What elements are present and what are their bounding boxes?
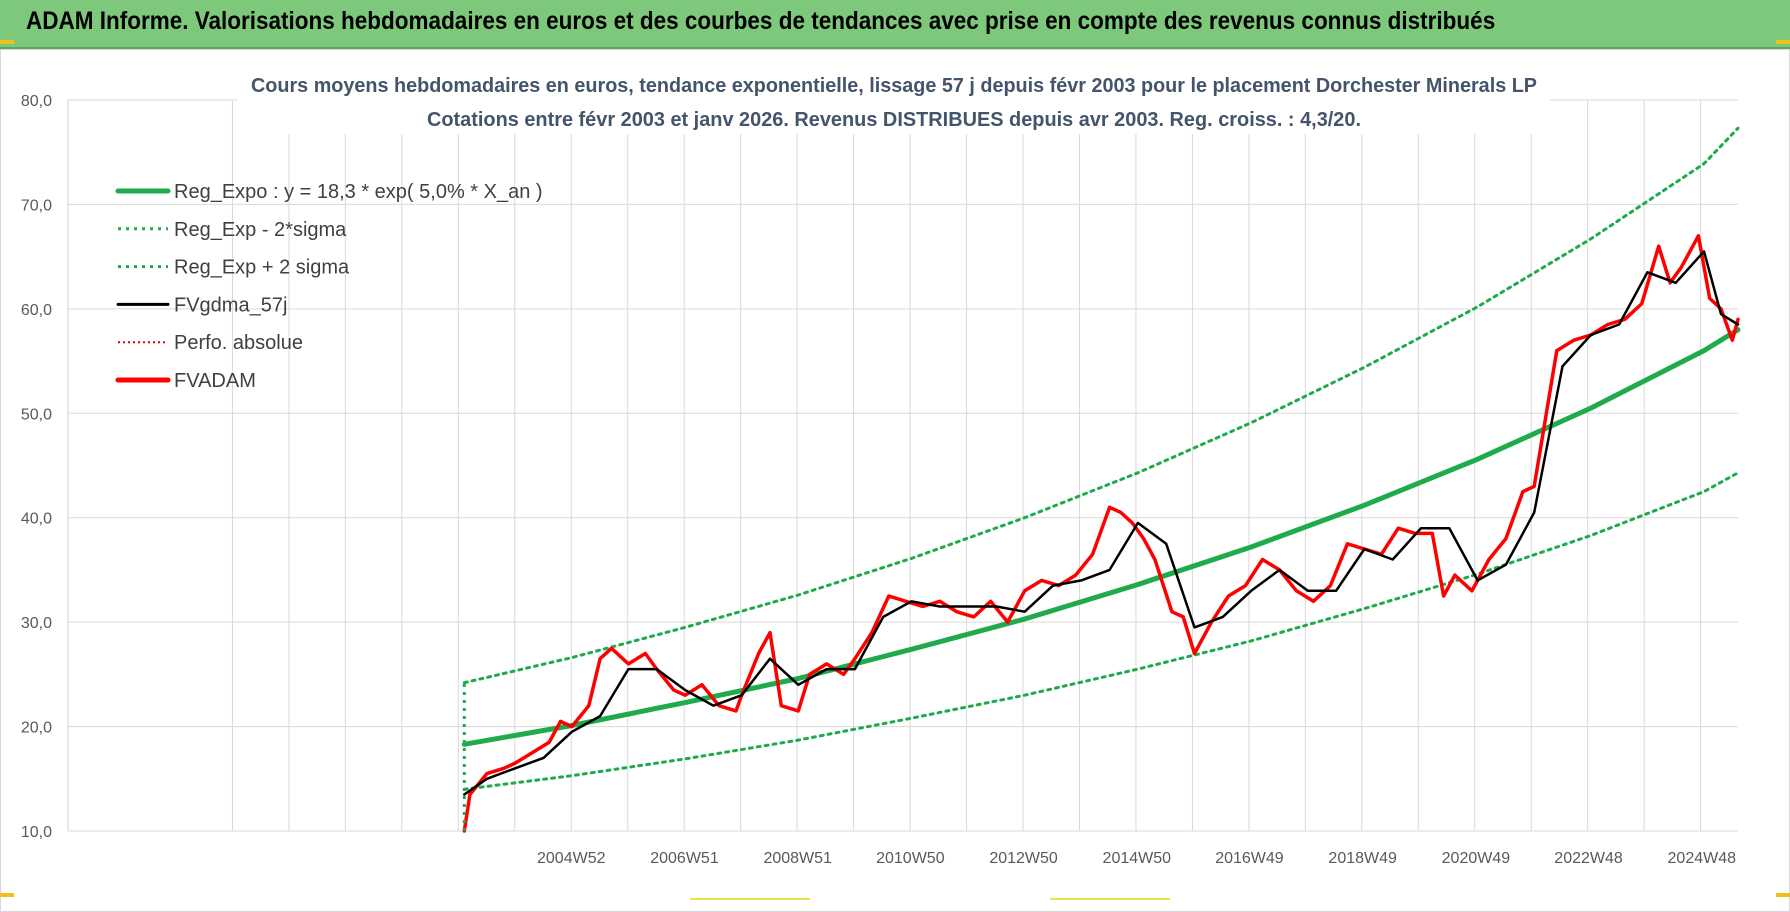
y-tick-label: 30,0 [21, 615, 52, 632]
series-line-2 [462, 126, 1740, 685]
y-tick-label: 40,0 [21, 511, 52, 528]
chart-subtitle: Cotations entre févr 2003 et janv 2026. … [427, 109, 1361, 131]
x-tick-label: 2008W51 [763, 850, 832, 867]
axis-layer: 10,0 20,0 30,0 40,0 50,0 60,0 70,0 80,0 2004W52 2… [21, 93, 1736, 867]
x-tick-label: 2014W50 [1103, 850, 1172, 867]
x-tick-label: 2022W48 [1554, 850, 1623, 867]
legend-label: Reg_Exp - 2*sigma [174, 219, 347, 241]
x-tick-label: 2016W49 [1215, 850, 1284, 867]
x-tick-label: 2012W50 [989, 850, 1058, 867]
bottom-mark-1 [690, 898, 810, 900]
banner: ADAM Informe. Valorisations hebdomadaire… [0, 0, 1790, 49]
legend-label: FVgdma_57j [174, 294, 287, 316]
series-line-1 [462, 471, 1740, 791]
corner-mark-right [1776, 40, 1790, 44]
series-line-4 [462, 234, 1740, 833]
legend-label: Reg_Exp + 2 sigma [174, 257, 350, 279]
chart-title: Cours moyens hebdomadaires en euros, ten… [251, 75, 1537, 97]
grid-layer [68, 99, 1738, 832]
y-tick-label: 70,0 [21, 197, 52, 214]
corner-mark-left [0, 40, 14, 44]
title-background [238, 64, 1550, 134]
x-tick-label: 2024W48 [1668, 850, 1737, 867]
x-tick-label: 2018W49 [1328, 850, 1397, 867]
y-tick-label: 10,0 [21, 824, 52, 841]
corner-mark-bottom-right [1776, 893, 1790, 897]
legend-label: Perfo. absolue [174, 332, 303, 354]
series-line-3 [463, 250, 1740, 796]
y-tick-label: 20,0 [21, 720, 52, 737]
y-tick-label: 60,0 [21, 302, 52, 319]
banner-title: ADAM Informe. Valorisations hebdomadaire… [26, 7, 1496, 35]
x-tick-label: 2004W52 [537, 850, 606, 867]
x-tick-label: 2010W50 [876, 850, 945, 867]
x-tick-label: 2020W49 [1442, 850, 1511, 867]
legend: Reg_Expo : y = 18,3 * exp( 5,0% * X_an )… [115, 181, 543, 392]
y-tick-label: 80,0 [21, 93, 52, 110]
x-tick-label: 2006W51 [650, 850, 719, 867]
legend-label: FVADAM [174, 370, 256, 392]
bottom-mark-2 [1050, 898, 1170, 900]
y-tick-label: 50,0 [21, 406, 52, 423]
corner-mark-bottom-left [0, 893, 14, 897]
series-line-0 [461, 327, 1741, 747]
legend-label: Reg_Expo : y = 18,3 * exp( 5,0% * X_an ) [174, 181, 543, 203]
series-layer [461, 126, 1741, 833]
